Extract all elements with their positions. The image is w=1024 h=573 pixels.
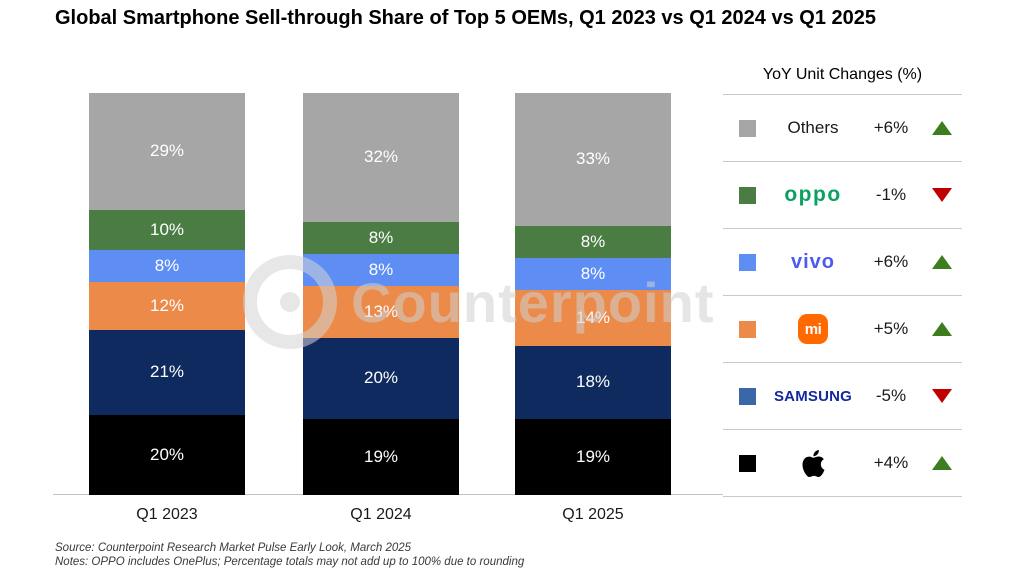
yoy-legend: YoY Unit Changes (%) Others +6% oppo -1% viv…: [723, 56, 962, 497]
chart-title: Global Smartphone Sell-through Share of …: [55, 7, 877, 29]
segment-value-label: 8%: [580, 231, 606, 251]
legend-swatch-oppo: [738, 186, 756, 204]
segment-oppo-q1-2023: 10%: [89, 209, 245, 250]
legend-row-vivo: vivo +6%: [723, 228, 962, 295]
rounding-note: Notes: OPPO includes OnePlus; Percentage…: [55, 556, 525, 568]
samsung-wordmark: SAMSUNG: [773, 387, 853, 405]
yoy-change-value-vivo: +6%: [873, 252, 909, 271]
x-axis-label-q1-2025: Q1 2025: [562, 506, 624, 523]
segment-value-label: 32%: [363, 147, 399, 167]
legend-row-xiaomi: mi +5%: [723, 295, 962, 362]
segment-value-label: 8%: [368, 259, 394, 279]
segment-value-label: 29%: [149, 141, 185, 161]
legend-rows: Others +6% oppo -1% vivo +6% mi +5% SAMSUNG -5% +4…: [723, 94, 962, 497]
segment-value-label: 8%: [580, 263, 606, 283]
segment-xiaomi-q1-2023: 12%: [89, 281, 245, 331]
footer: Source: Counterpoint Research Market Pul…: [55, 541, 524, 569]
segment-vivo-q1-2024: 8%: [303, 253, 459, 286]
segment-others-q1-2025: 33%: [515, 93, 671, 226]
segment-xiaomi-q1-2025: 14%: [515, 290, 671, 347]
segment-oppo-q1-2025: 8%: [515, 225, 671, 258]
legend-row-samsung: SAMSUNG -5%: [723, 362, 962, 429]
segment-value-label: 10%: [149, 219, 185, 239]
segment-oppo-q1-2024: 8%: [303, 221, 459, 254]
segment-samsung-q1-2023: 21%: [89, 330, 245, 415]
trend-down-icon: [931, 389, 952, 403]
segment-others-q1-2024: 32%: [303, 93, 459, 222]
legend-swatch-others: [738, 119, 756, 137]
segment-value-label: 14%: [575, 308, 611, 328]
yoy-change-value-apple: +4%: [873, 453, 909, 472]
segment-value-label: 12%: [149, 296, 185, 316]
segment-value-label: 19%: [575, 446, 611, 466]
segment-apple-q1-2024: 19%: [303, 418, 459, 495]
segment-value-label: 18%: [575, 372, 611, 392]
segment-xiaomi-q1-2024: 13%: [303, 285, 459, 339]
brand-label-others: Others: [787, 118, 838, 138]
bar-q1-2023: 20% 21% 12% 8% 10% 29%: [89, 93, 245, 495]
legend-title: YoY Unit Changes (%): [762, 66, 923, 83]
apple-logo-icon: [802, 449, 824, 477]
segment-value-label: 20%: [149, 444, 185, 464]
legend-swatch-vivo: [738, 253, 756, 271]
yoy-change-value-samsung: -5%: [875, 386, 907, 405]
yoy-change-value-others: +6%: [873, 118, 909, 137]
segment-value-label: 8%: [154, 255, 180, 275]
vivo-wordmark: vivo: [790, 250, 836, 273]
segment-samsung-q1-2024: 20%: [303, 338, 459, 419]
segment-vivo-q1-2025: 8%: [515, 257, 671, 290]
legend-swatch-xiaomi: [738, 320, 756, 338]
trend-up-icon: [931, 121, 952, 135]
segment-samsung-q1-2025: 18%: [515, 346, 671, 419]
apple-logo: [800, 448, 827, 479]
legend-row-others: Others +6%: [723, 94, 962, 161]
mi-badge-icon: mi: [798, 314, 828, 344]
segment-vivo-q1-2023: 8%: [89, 249, 245, 282]
segment-value-label: 19%: [363, 446, 399, 466]
yoy-change-value-xiaomi: +5%: [873, 319, 909, 338]
source-note: Source: Counterpoint Research Market Pul…: [55, 542, 412, 554]
segment-value-label: 33%: [575, 149, 611, 169]
segment-value-label: 21%: [149, 362, 185, 382]
legend-row-oppo: oppo -1%: [723, 161, 962, 228]
trend-up-icon: [931, 322, 952, 336]
segment-others-q1-2023: 29%: [89, 93, 245, 210]
bar-q1-2025: 19% 18% 14% 8% 8% 33%: [515, 93, 671, 495]
segment-value-label: 8%: [368, 227, 394, 247]
yoy-change-value-oppo: -1%: [875, 185, 907, 204]
vivo-logo: vivo: [791, 251, 835, 274]
segment-value-label: 20%: [363, 368, 399, 388]
legend-swatch-apple: [738, 454, 756, 472]
segment-apple-q1-2023: 20%: [89, 414, 245, 495]
oppo-logo: oppo: [784, 183, 841, 207]
samsung-logo: SAMSUNG: [774, 388, 852, 405]
segment-apple-q1-2025: 19%: [515, 418, 671, 495]
trend-up-icon: [931, 255, 952, 269]
segment-value-label: 13%: [363, 302, 399, 322]
oppo-wordmark: oppo: [784, 183, 842, 206]
bar-q1-2024: 19% 20% 13% 8% 8% 32%: [303, 93, 459, 495]
trend-down-icon: [931, 188, 952, 202]
legend-row-apple: +4%: [723, 429, 962, 496]
legend-swatch-samsung: [738, 387, 756, 405]
x-axis-label-q1-2023: Q1 2023: [136, 506, 198, 523]
trend-up-icon: [931, 456, 952, 470]
xiaomi-mi-logo: mi: [798, 314, 828, 344]
x-axis-label-q1-2024: Q1 2024: [350, 506, 412, 523]
brand-text: Others: [787, 118, 839, 137]
